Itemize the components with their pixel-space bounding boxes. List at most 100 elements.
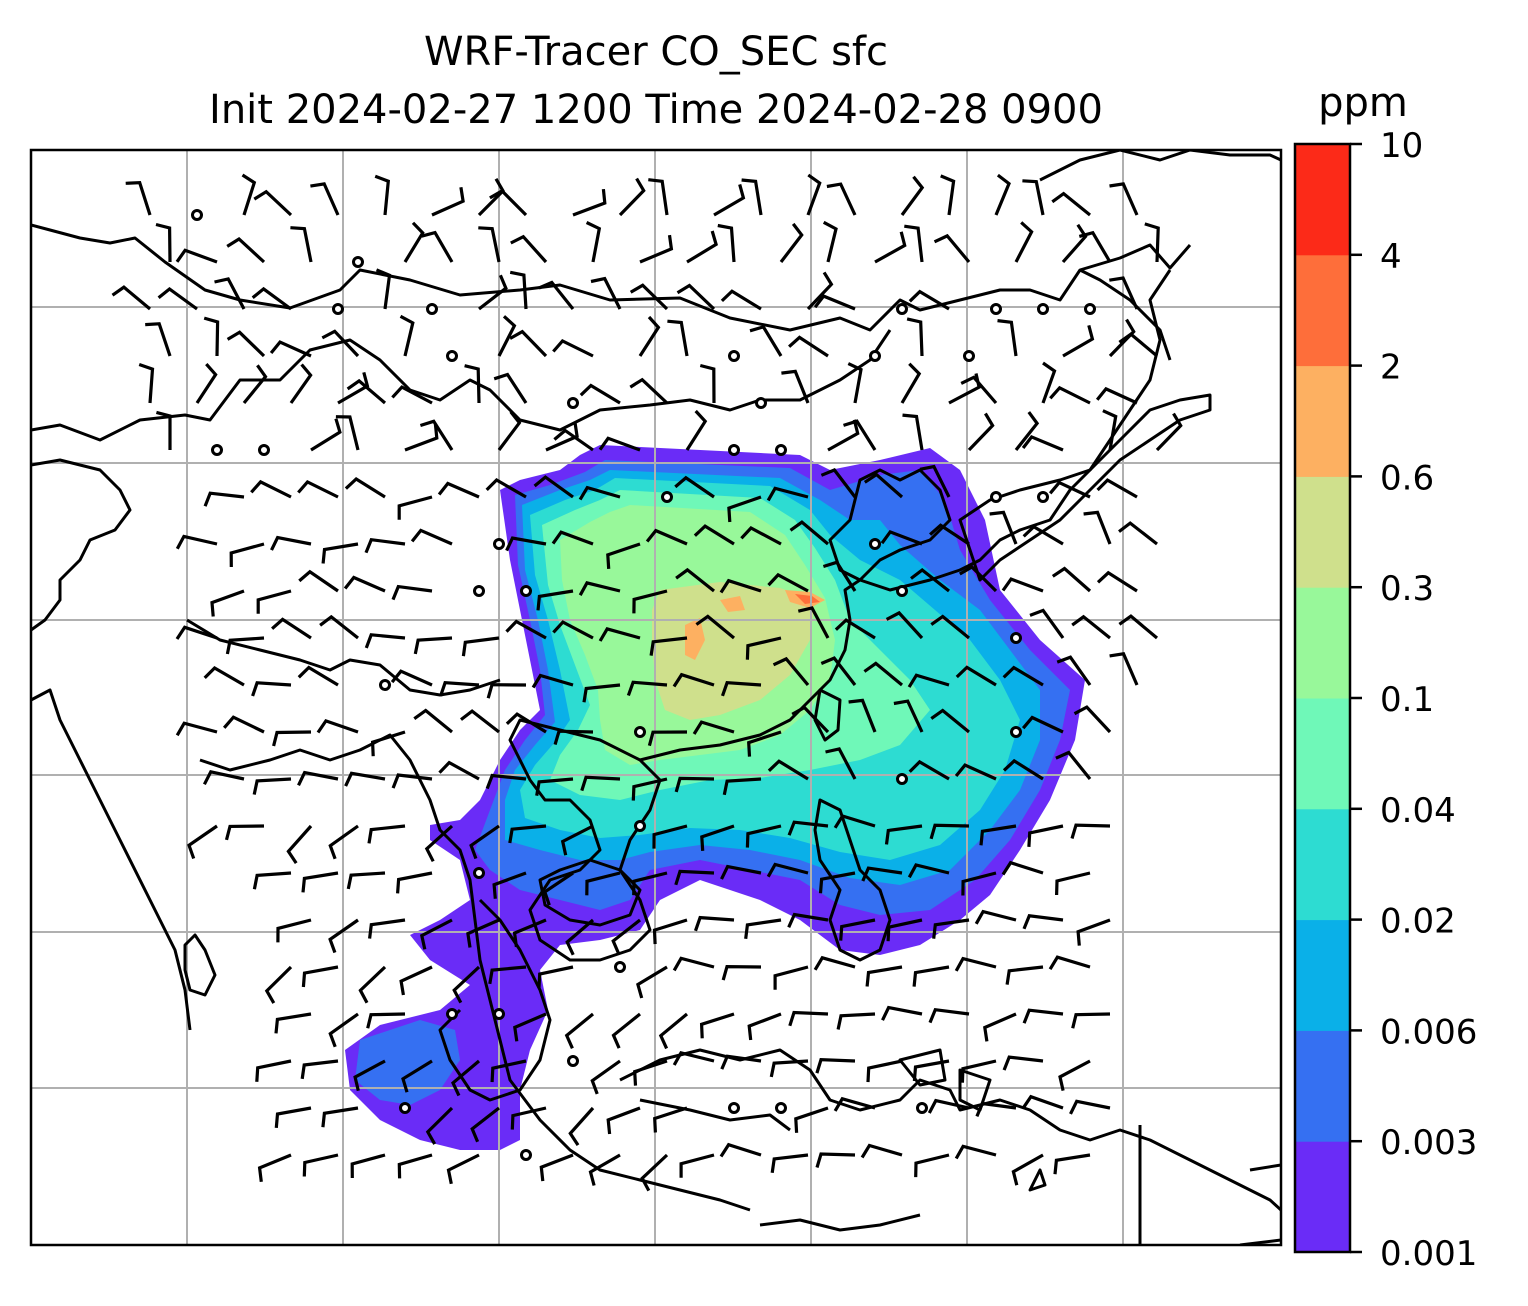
- wind-barb: [745, 824, 782, 848]
- calm-wind-circle: [869, 350, 881, 362]
- wind-barb: [618, 177, 646, 217]
- wind-barb: [606, 1106, 641, 1135]
- wind-barb: [489, 188, 528, 217]
- wind-barb: [466, 918, 500, 948]
- wind-barb: [252, 871, 292, 890]
- calm-wind-circle: [446, 1008, 458, 1020]
- wind-barb: [251, 286, 292, 311]
- calm-wind-circle: [520, 585, 532, 597]
- colorbar: ppm 0.001 0.003 0.006 0.02 0.04 0.1 0.3 0.6 2 4 10: [1293, 80, 1477, 1270]
- wind-barb: [276, 918, 312, 943]
- calm-wind-circle: [1037, 491, 1049, 503]
- colorbar-tick-label: 0.003: [1380, 1123, 1477, 1163]
- wind-barb: [1055, 750, 1092, 781]
- calm-wind-circle: [567, 397, 579, 409]
- wind-barb: [255, 1059, 292, 1082]
- wind-barb: [652, 918, 688, 945]
- calm-wind-circle: [191, 209, 203, 221]
- wind-barb: [834, 618, 876, 640]
- wind-barb: [781, 369, 810, 404]
- wind-barb: [413, 708, 454, 734]
- calm-wind-circle: [916, 1102, 928, 1114]
- wind-barb: [202, 769, 245, 786]
- wind-barb: [927, 1098, 970, 1114]
- wind-barb: [1118, 521, 1158, 546]
- calm-wind-circle: [1010, 632, 1022, 644]
- wind-barb: [125, 180, 152, 216]
- wind-barb: [431, 187, 465, 217]
- wind-barb: [839, 918, 876, 941]
- calm-wind-circle: [896, 773, 908, 785]
- wind-barb: [488, 965, 527, 985]
- calm-wind-circle: [399, 1102, 411, 1114]
- wind-barb: [769, 1059, 809, 1078]
- wind-barb: [767, 759, 809, 781]
- wind-barb: [1022, 179, 1045, 216]
- wind-barb: [747, 730, 782, 757]
- wind-barb: [720, 681, 762, 697]
- colorbar-swatch-7: [1295, 365, 1350, 477]
- wind-barb: [460, 709, 500, 734]
- wind-barb: [886, 918, 923, 942]
- wind-barb: [297, 665, 339, 687]
- wind-barb: [606, 542, 641, 570]
- wind-barb: [1076, 918, 1111, 946]
- wind-barb: [560, 824, 594, 856]
- wind-barb: [346, 871, 386, 890]
- wind-barb: [302, 1153, 339, 1177]
- calm-wind-circle: [379, 679, 391, 691]
- wind-barb: [439, 681, 480, 697]
- wind-barb: [310, 418, 342, 452]
- wind-barb: [1001, 860, 1044, 876]
- wind-barb: [510, 1106, 547, 1130]
- wind-barb: [210, 589, 245, 617]
- colorbar-tick-label: 4: [1380, 237, 1402, 277]
- wind-barb: [424, 824, 454, 863]
- wind-barb: [747, 1012, 782, 1041]
- wind-barb: [343, 575, 386, 593]
- wind-barb: [590, 1059, 621, 1095]
- wind-barb: [301, 871, 339, 893]
- calm-wind-circle: [473, 867, 485, 879]
- wind-barb: [564, 1012, 595, 1049]
- wind-barb: [1051, 191, 1092, 217]
- wind-barb: [749, 325, 783, 357]
- wind-barb: [368, 918, 406, 939]
- wind-barb: [672, 1050, 715, 1066]
- wind-barb: [1155, 412, 1183, 452]
- wind-barb: [155, 222, 172, 263]
- wind-barb: [214, 277, 246, 310]
- wind-barb: [638, 315, 661, 357]
- wind-barb: [1096, 570, 1138, 593]
- map-frame: [29, 148, 1283, 1247]
- wind-barb: [1051, 566, 1092, 593]
- wind-barb: [672, 672, 715, 688]
- wind-barb: [241, 173, 257, 216]
- calm-wind-circle: [1084, 303, 1096, 315]
- calm-wind-circle: [963, 350, 975, 362]
- wind-barb: [989, 510, 1018, 545]
- wind-barb: [469, 824, 500, 860]
- wind-barb: [316, 718, 359, 734]
- wind-barb: [653, 1106, 688, 1133]
- wind-barb: [843, 419, 877, 451]
- calm-wind-circle: [661, 491, 673, 503]
- wind-barb: [1021, 434, 1064, 452]
- wind-barb: [930, 708, 971, 734]
- wind-barb: [391, 584, 433, 601]
- wind-barb: [452, 965, 481, 1004]
- wind-barb: [419, 419, 454, 451]
- wind-barb: [1014, 411, 1040, 451]
- calm-wind-circle: [634, 726, 646, 738]
- colorbar-swatch-0: [1295, 1141, 1350, 1253]
- wind-barb: [451, 1059, 481, 1097]
- wind-barb: [1021, 1094, 1064, 1110]
- wind-barb: [370, 730, 406, 757]
- wind-barb: [686, 230, 718, 264]
- wind-barb: [425, 1106, 454, 1145]
- wind-barb: [264, 965, 293, 1004]
- wind-barb: [773, 965, 809, 990]
- map-title-line-2: Init 2024-02-27 1200 Time 2024-02-28 090…: [209, 87, 1103, 133]
- wind-barb: [693, 915, 735, 932]
